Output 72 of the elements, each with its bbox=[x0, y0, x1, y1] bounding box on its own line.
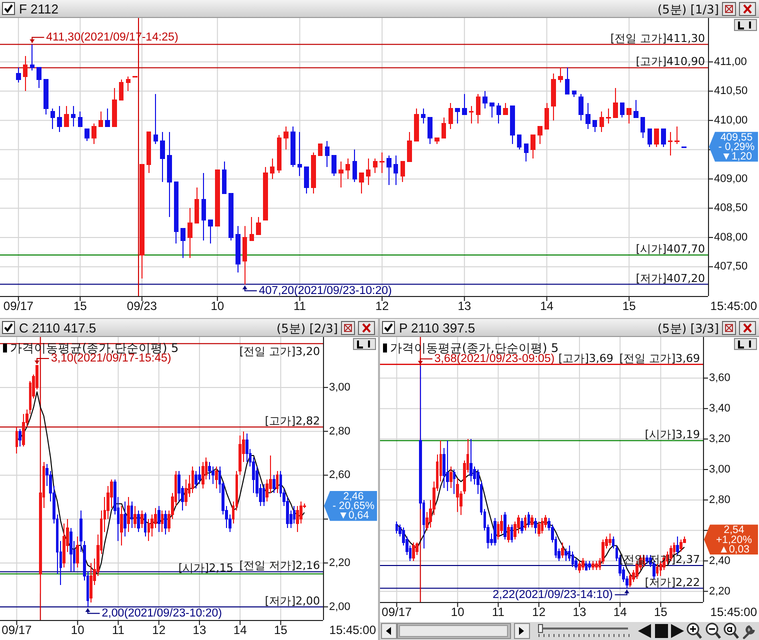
ref-line-label: [전일 고가]3,20 bbox=[239, 345, 320, 358]
text: 409,55 - 0,29% ▼1,20 bbox=[718, 131, 755, 163]
x-tick-label: 15 bbox=[654, 605, 668, 619]
x-tick-label: 10 bbox=[210, 299, 224, 313]
chart-title: F 2112 bbox=[19, 2, 59, 16]
text: 2,46 - 20,65% ▼0,64 bbox=[332, 490, 375, 522]
x-tick-label: 15 bbox=[622, 299, 636, 313]
ref-line-label: [전일 고가]3,69 bbox=[619, 352, 700, 365]
y-tick-label: 2,80 bbox=[709, 494, 730, 506]
ref-line-label: [저가]407,20 bbox=[636, 272, 705, 285]
x-tick-label: 10 bbox=[70, 623, 85, 637]
y-tick-label: 2,00 bbox=[329, 600, 350, 613]
y-tick-label: 3,00 bbox=[329, 381, 350, 394]
x-tick-label: 15 bbox=[74, 299, 88, 313]
ref-line-label: [저가]2,00 bbox=[264, 594, 320, 608]
annotation: 2,00(2021/09/23-10:20) bbox=[102, 607, 222, 620]
y-tick-label: 2,60 bbox=[329, 469, 350, 482]
x-tick-label: 10 bbox=[450, 605, 465, 619]
text: 2,54 +1,20% ▲0,03 bbox=[716, 524, 752, 556]
x-tick-label: 11 bbox=[492, 605, 505, 619]
x-tick-label: 12 bbox=[532, 605, 546, 619]
x-tick-label: 09/17 bbox=[2, 623, 32, 637]
y-tick-label: 2,20 bbox=[709, 585, 730, 598]
y-tick-label: 3,40 bbox=[709, 402, 730, 415]
x-tick-label: 13 bbox=[458, 299, 472, 313]
ref-line-label: [전일 저가]2,16 bbox=[239, 559, 320, 572]
x-tick-label: 14 bbox=[613, 605, 628, 619]
x-axis-title: 15:45:00 bbox=[710, 605, 758, 619]
y-tick-label: 409,00 bbox=[714, 172, 748, 185]
x-tick-label: 09/17 bbox=[3, 299, 34, 313]
y-tick-label: 410,50 bbox=[714, 85, 748, 98]
chart-subtitle: (5분) [1/3] bbox=[658, 2, 719, 16]
y-tick-label: 3,20 bbox=[709, 433, 730, 446]
chart-subtitle: (5분) [2/3] bbox=[276, 322, 338, 336]
y-tick-label: 3,60 bbox=[709, 372, 730, 384]
x-tick-label: 11 bbox=[112, 623, 125, 637]
y-tick-label: 408,00 bbox=[714, 231, 748, 244]
ref-line-label: [고가]3,69 bbox=[558, 352, 614, 365]
x-tick-label: 09/17 bbox=[382, 605, 412, 619]
x-axis-title: 15:45:00 bbox=[710, 299, 758, 313]
ref-line-label: [시가]3,19 bbox=[644, 428, 700, 442]
ref-line-label: [시가]407,70 bbox=[636, 242, 705, 256]
annotation: 407,20(2021/09/23-10:20) bbox=[258, 284, 392, 297]
x-tick-label: 09/23 bbox=[126, 299, 158, 313]
y-tick-label: 411,00 bbox=[714, 56, 747, 68]
ref-line-label: [전일 고가]411,30 bbox=[610, 32, 705, 45]
annotation: 3,10(2021/09/17-15:45) bbox=[51, 352, 172, 365]
chart-title: P 2110 397.5 bbox=[399, 320, 476, 336]
chart-subtitle: (5분) [3/3] bbox=[658, 322, 719, 336]
annotation: 3,68(2021/09/23-09:05) bbox=[434, 352, 555, 365]
x-tick-label: 11 bbox=[294, 299, 306, 313]
x-tick-label: 12 bbox=[152, 623, 166, 637]
y-tick-label: 3,00 bbox=[709, 464, 730, 476]
x-tick-label: 14 bbox=[233, 623, 248, 637]
annotation: 2,22(2021/09/23-14:10) bbox=[492, 588, 614, 601]
x-tick-label: 15 bbox=[274, 623, 288, 637]
x-tick-label: 14 bbox=[540, 299, 554, 313]
ref-line-label: [저가]2,22 bbox=[644, 576, 700, 589]
x-tick-label: 13 bbox=[192, 623, 206, 637]
x-axis-title: 15:45:00 bbox=[329, 623, 376, 637]
x-tick-label: 12 bbox=[375, 299, 390, 313]
y-tick-label: 2,20 bbox=[329, 556, 350, 569]
y-tick-label: 407,50 bbox=[714, 260, 748, 273]
y-tick-label: 2,40 bbox=[709, 554, 730, 567]
chart-title: C 2110 417.5 bbox=[19, 320, 96, 336]
y-tick-label: 408,50 bbox=[714, 202, 748, 214]
ref-line-label: [고가]2,82 bbox=[264, 414, 320, 428]
x-tick-label: 13 bbox=[572, 605, 586, 619]
ref-line-label: [고가]410,90 bbox=[636, 55, 705, 68]
ref-line-label: [시가]2,15 bbox=[178, 561, 234, 574]
y-tick-label: 2,80 bbox=[329, 425, 350, 438]
y-tick-label: 410,00 bbox=[714, 114, 748, 126]
